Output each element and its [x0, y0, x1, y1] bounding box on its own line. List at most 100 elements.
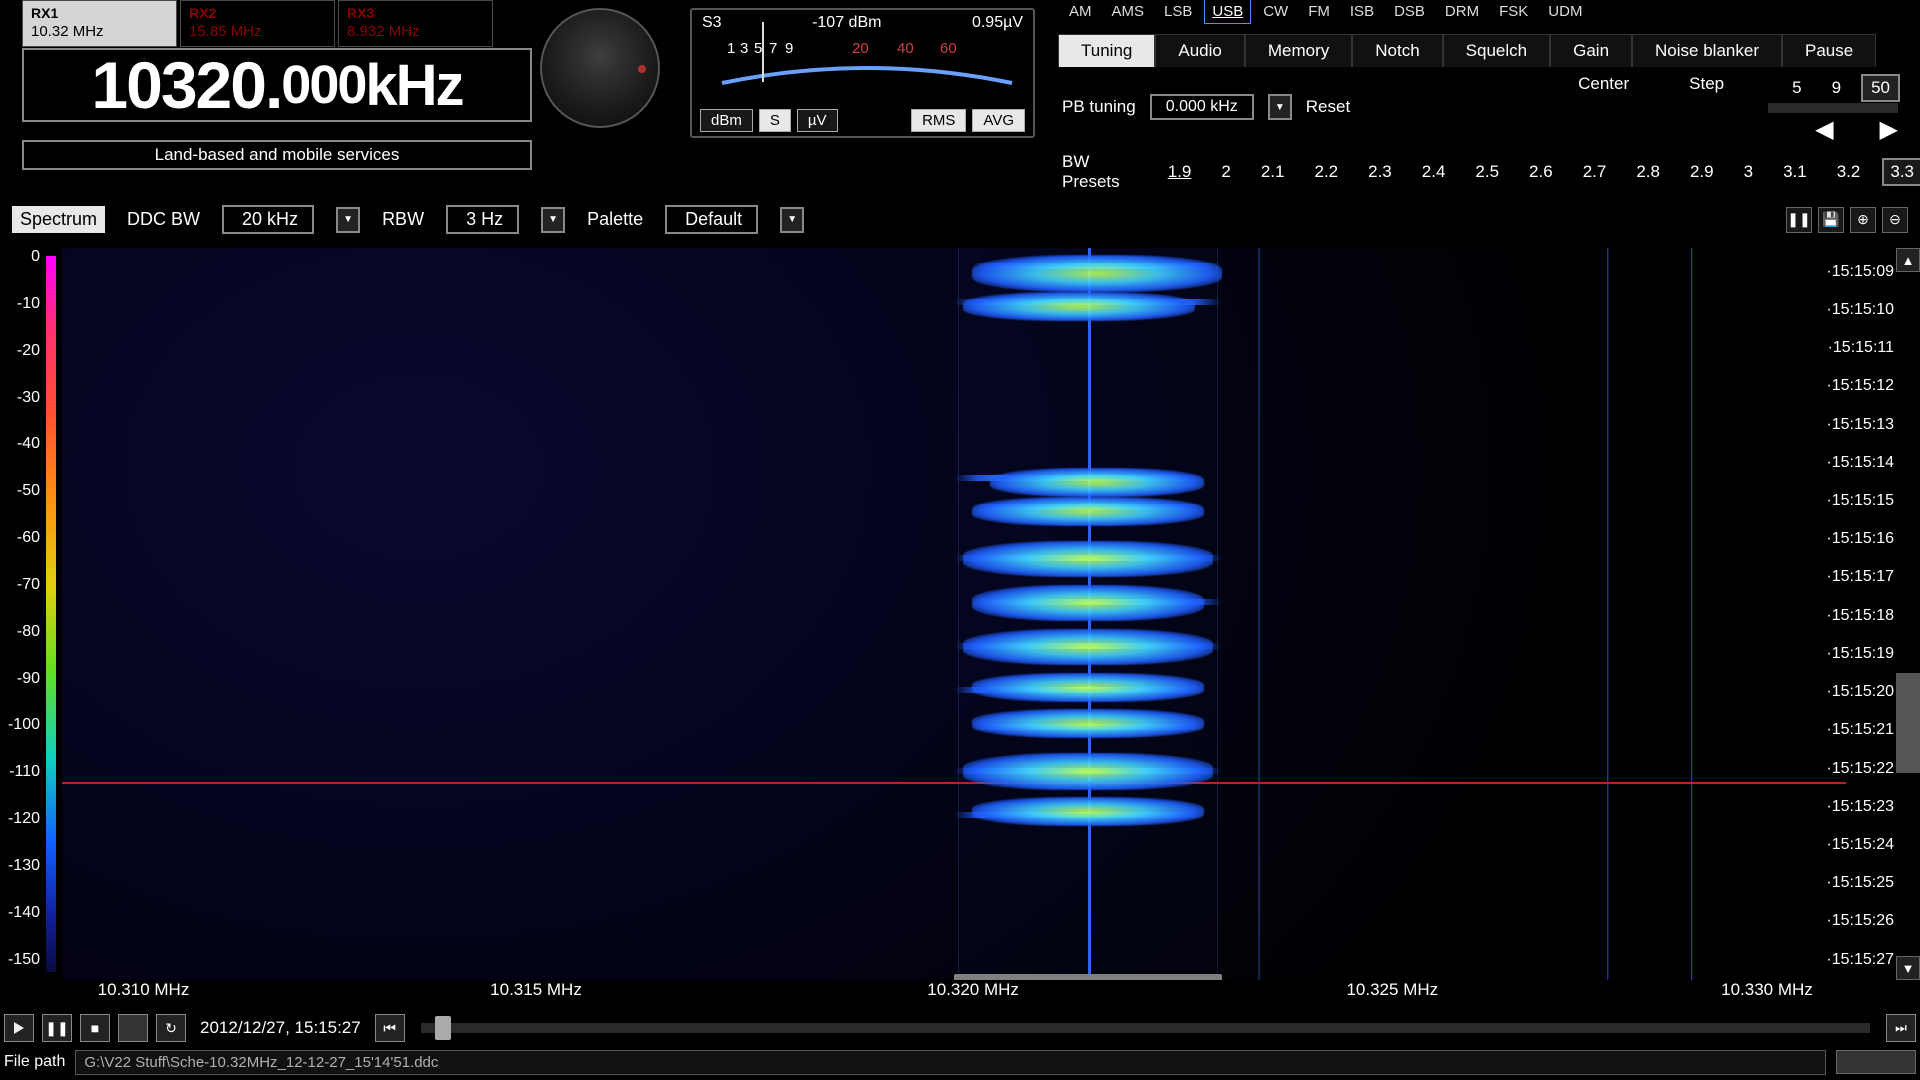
- ddc-label: DDC BW: [127, 209, 200, 230]
- file-path[interactable]: G:\V22 Stuff\Sche-10.32MHz_12-12-27_15'1…: [75, 1050, 1826, 1075]
- rbw-label: RBW: [382, 209, 424, 230]
- bw-preset[interactable]: 3.3: [1884, 160, 1920, 184]
- pb-dropdown[interactable]: [1268, 94, 1292, 120]
- smeter-mode-button[interactable]: S: [759, 109, 791, 132]
- scrollbar-thumb[interactable]: [1896, 673, 1920, 773]
- bw-preset[interactable]: 2.7: [1577, 160, 1613, 184]
- ddc-value[interactable]: 20 kHz: [222, 205, 314, 234]
- mode-fm[interactable]: FM: [1301, 0, 1337, 23]
- opt-tab-audio[interactable]: Audio: [1155, 34, 1244, 67]
- time-label: ·15:15:26: [1826, 912, 1894, 930]
- bw-preset[interactable]: 2.2: [1308, 160, 1344, 184]
- s-meter: S3 -107 dBm 0.95µV 13579204060 dBmSµVRMS…: [690, 8, 1035, 138]
- smeter-mode-button[interactable]: AVG: [972, 109, 1025, 132]
- time-label: ·15:15:22: [1826, 760, 1894, 778]
- time-label: ·15:15:24: [1826, 836, 1894, 854]
- frequency-display[interactable]: 10320.000kHz: [22, 48, 532, 122]
- mode-fsk[interactable]: FSK: [1492, 0, 1535, 23]
- bw-preset[interactable]: 2.8: [1630, 160, 1666, 184]
- step-val[interactable]: 5: [1784, 76, 1809, 100]
- time-label: ·15:15:25: [1826, 874, 1894, 892]
- file-row: File path G:\V22 Stuff\Sche-10.32MHz_12-…: [4, 1048, 1916, 1076]
- rbw-value[interactable]: 3 Hz: [446, 205, 519, 234]
- palette-dropdown[interactable]: [780, 207, 804, 233]
- mode-usb[interactable]: USB: [1205, 0, 1250, 23]
- center-slider[interactable]: [1768, 103, 1898, 113]
- save-icon[interactable]: 💾: [1818, 207, 1844, 233]
- play-button[interactable]: [4, 1014, 34, 1042]
- zoom-out-icon[interactable]: ⊖: [1882, 207, 1908, 233]
- time-label: ·15:15:17: [1826, 568, 1894, 586]
- db-label: -20: [17, 342, 40, 360]
- mode-cw[interactable]: CW: [1256, 0, 1295, 23]
- pb-value[interactable]: 0.000 kHz: [1150, 94, 1254, 120]
- bw-preset[interactable]: 2.5: [1469, 160, 1505, 184]
- s-tick: 7: [769, 40, 777, 57]
- ddc-dropdown[interactable]: [336, 207, 360, 233]
- bw-preset[interactable]: 2.1: [1255, 160, 1291, 184]
- bw-label: BW Presets: [1062, 152, 1144, 192]
- mode-isb[interactable]: ISB: [1343, 0, 1381, 23]
- opt-tab-memory[interactable]: Memory: [1245, 34, 1352, 67]
- mode-udm[interactable]: UDM: [1541, 0, 1589, 23]
- receiver-tabs: RX110.32 MHzRX215.85 MHzRX38.932 MHz: [22, 0, 493, 47]
- opt-tab-gain[interactable]: Gain: [1550, 34, 1632, 67]
- slider-thumb[interactable]: [435, 1016, 451, 1040]
- mode-dsb[interactable]: DSB: [1387, 0, 1432, 23]
- bw-preset[interactable]: 2.3: [1362, 160, 1398, 184]
- pause-icon[interactable]: ❚❚: [1786, 207, 1812, 233]
- scroll-down-icon[interactable]: ▼: [1896, 956, 1920, 980]
- step-right-icon[interactable]: ▶: [1880, 115, 1898, 144]
- bw-preset[interactable]: 2.6: [1523, 160, 1559, 184]
- palette-value[interactable]: Default: [665, 205, 758, 234]
- time-label: ·15:15:18: [1826, 607, 1894, 625]
- bw-preset[interactable]: 2.9: [1684, 160, 1720, 184]
- rbw-dropdown[interactable]: [541, 207, 565, 233]
- spectrum-tab[interactable]: Spectrum: [12, 206, 105, 233]
- smeter-mode-button[interactable]: dBm: [700, 109, 753, 132]
- smeter-mode-button[interactable]: µV: [797, 109, 838, 132]
- tuning-knob[interactable]: [540, 8, 670, 138]
- mode-drm[interactable]: DRM: [1438, 0, 1486, 23]
- rx-tab[interactable]: RX215.85 MHz: [180, 0, 335, 47]
- stop-button[interactable]: ■: [80, 1014, 110, 1042]
- mode-am[interactable]: AM: [1062, 0, 1099, 23]
- step-val[interactable]: 9: [1824, 76, 1849, 100]
- knob-indicator: [638, 65, 646, 73]
- mode-ams[interactable]: AMS: [1105, 0, 1152, 23]
- skip-back-button[interactable]: ⏮: [375, 1014, 405, 1042]
- bw-preset[interactable]: 3: [1738, 160, 1759, 184]
- frequency-value: 10320.: [91, 47, 281, 123]
- scroll-up-icon[interactable]: ▲: [1896, 248, 1920, 272]
- opt-tab-pause[interactable]: Pause: [1782, 34, 1876, 67]
- opt-tab-tuning[interactable]: Tuning: [1058, 34, 1155, 67]
- rx-tab[interactable]: RX110.32 MHz: [22, 0, 177, 47]
- playback-slider[interactable]: [421, 1023, 1870, 1033]
- loop-button[interactable]: ↻: [156, 1014, 186, 1042]
- file-browse-button[interactable]: [1836, 1050, 1916, 1074]
- bw-preset[interactable]: 3.2: [1831, 160, 1867, 184]
- step-val[interactable]: 50: [1863, 76, 1898, 100]
- center-step: Center Step 5950 ◀ ▶: [1578, 74, 1898, 144]
- opt-tab-notch[interactable]: Notch: [1352, 34, 1442, 67]
- center-label[interactable]: Center: [1578, 74, 1629, 100]
- bw-preset[interactable]: 1.9: [1162, 160, 1198, 184]
- time-label: ·15:15:11: [1828, 339, 1894, 357]
- rx-tab[interactable]: RX38.932 MHz: [338, 0, 493, 47]
- opt-tab-noise-blanker[interactable]: Noise blanker: [1632, 34, 1782, 67]
- bw-preset[interactable]: 2: [1215, 160, 1236, 184]
- bw-preset[interactable]: 3.1: [1777, 160, 1813, 184]
- mode-lsb[interactable]: LSB: [1157, 0, 1199, 23]
- waterfall[interactable]: [62, 248, 1846, 980]
- s-tick: 3: [740, 40, 748, 57]
- signal-blob: [990, 468, 1204, 497]
- step-left-icon[interactable]: ◀: [1815, 115, 1833, 144]
- pb-reset[interactable]: Reset: [1306, 97, 1350, 117]
- record-button[interactable]: [118, 1014, 148, 1042]
- zoom-in-icon[interactable]: ⊕: [1850, 207, 1876, 233]
- smeter-mode-button[interactable]: RMS: [911, 109, 966, 132]
- opt-tab-squelch[interactable]: Squelch: [1443, 34, 1550, 67]
- bw-preset[interactable]: 2.4: [1416, 160, 1452, 184]
- skip-fwd-button[interactable]: ⏭: [1886, 1014, 1916, 1042]
- pause-button[interactable]: ❚❚: [42, 1014, 72, 1042]
